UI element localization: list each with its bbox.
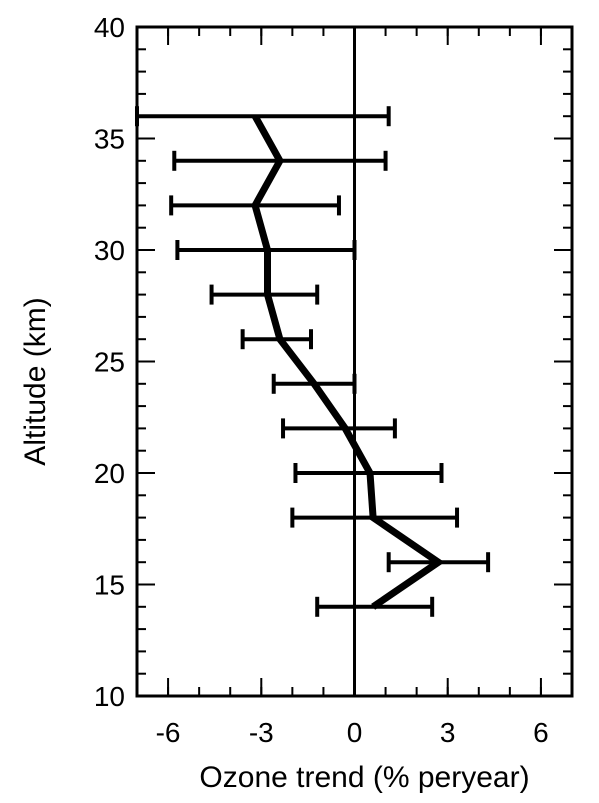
x-tick-labels: -6 -3 0 3 6	[156, 717, 549, 748]
y-tick-label: 30	[94, 235, 125, 266]
y-tick-label: 10	[94, 681, 125, 712]
x-tick-label: -3	[249, 717, 274, 748]
trend-line	[251, 114, 445, 610]
x-tick-label: 3	[440, 717, 456, 748]
error-bars	[135, 106, 491, 617]
x-tick-label: 0	[347, 717, 363, 748]
y-tick-label: 40	[94, 12, 125, 43]
y-tick-label: 15	[94, 570, 125, 601]
y-tick-label: 20	[94, 458, 125, 489]
series-group	[251, 114, 445, 610]
x-axis-title: Ozone trend (% peryear)	[199, 761, 529, 794]
x-tick-label: -6	[156, 717, 181, 748]
y-tick-label: 25	[94, 347, 125, 378]
y-axis-title: Altitude (km)	[19, 297, 52, 465]
x-tick-label: 6	[533, 717, 549, 748]
y-tick-label: 35	[94, 124, 125, 155]
y-tick-labels: 10 15 20 25 30 35 40	[94, 12, 125, 712]
